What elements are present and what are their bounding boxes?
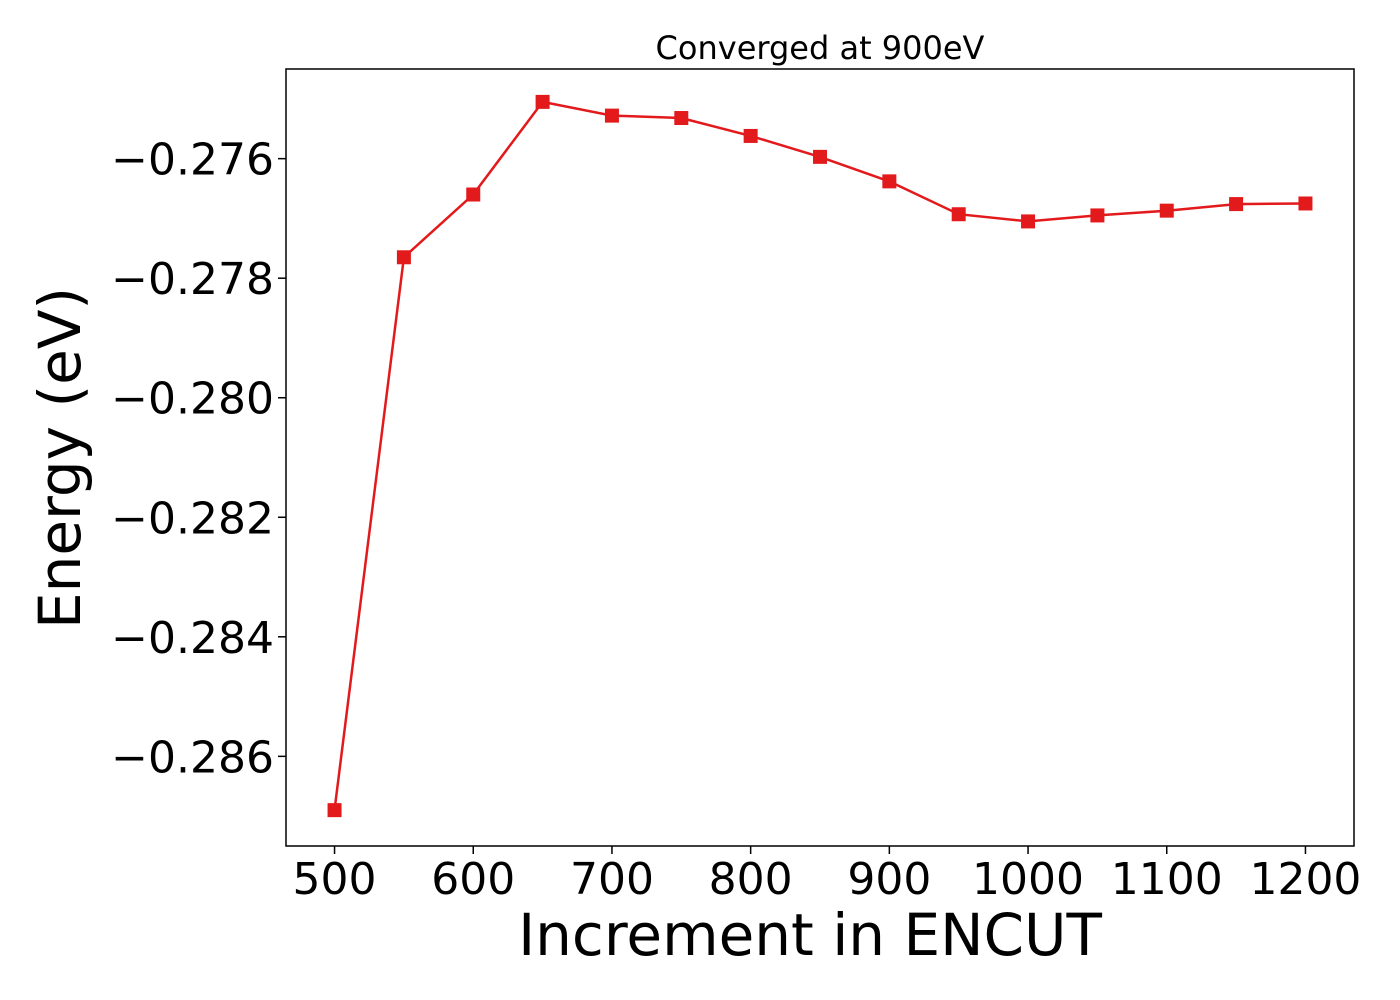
- y-tick-label: −0.280: [111, 374, 274, 425]
- data-point-marker: [535, 94, 550, 109]
- data-point-marker: [466, 187, 481, 202]
- data-point-marker: [1159, 203, 1174, 218]
- data-point-marker: [1298, 196, 1313, 211]
- x-axis: 500 600 700 800 900 1000 1100 1200: [293, 846, 1361, 905]
- x-tick-label: 900: [847, 854, 931, 905]
- data-point-marker: [327, 803, 342, 818]
- data-point-marker: [743, 128, 758, 143]
- y-tick-label: −0.282: [111, 493, 274, 544]
- data-point-marker: [882, 174, 897, 189]
- x-tick-label: 500: [293, 854, 377, 905]
- x-tick-label: 600: [431, 854, 515, 905]
- data-point-marker: [1090, 208, 1105, 223]
- x-tick-label: 1200: [1249, 854, 1361, 905]
- x-tick-label: 700: [570, 854, 654, 905]
- chart-title: Converged at 900eV: [656, 29, 985, 67]
- y-tick-label: −0.278: [111, 254, 274, 305]
- x-tick-label: 800: [709, 854, 793, 905]
- data-point-marker: [951, 207, 966, 222]
- series-layer: [327, 94, 1313, 818]
- data-point-marker: [674, 111, 689, 126]
- data-point-marker: [396, 250, 411, 265]
- y-tick-label: −0.284: [111, 613, 274, 664]
- y-axis-label: Energy (eV): [26, 287, 94, 629]
- x-axis-label: Increment in ENCUT: [518, 901, 1102, 969]
- y-tick-label: −0.286: [111, 732, 274, 783]
- data-point-marker: [813, 149, 827, 164]
- x-tick-label: 1100: [1111, 854, 1223, 905]
- data-point-marker: [604, 108, 619, 123]
- y-tick-label: −0.276: [111, 135, 274, 186]
- x-tick-label: 1000: [972, 854, 1084, 905]
- y-axis: −0.276 −0.278 −0.280 −0.282 −0.284 −0.286: [111, 135, 286, 783]
- data-point-marker: [1021, 214, 1036, 229]
- plot-area-frame: [285, 68, 1355, 847]
- data-point-marker: [1229, 197, 1244, 212]
